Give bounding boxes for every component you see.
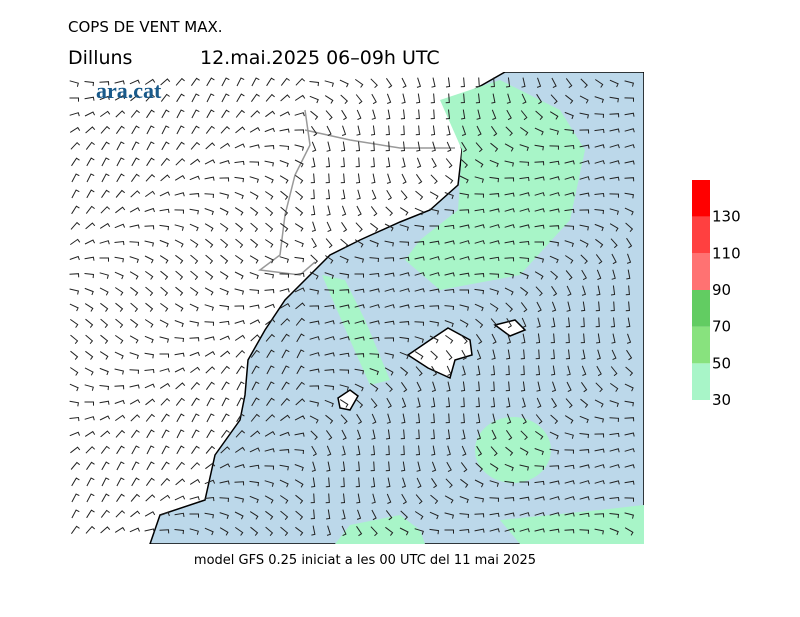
footer: model GFS 0.25 iniciat a les 00 UTC del … [194, 553, 536, 568]
barb-field [69, 77, 635, 537]
wind-barbs [69, 77, 635, 537]
island [337, 389, 359, 411]
map-title: COPS DE VENT MAX. [68, 18, 223, 36]
legend: 30 50 70 90 110 130 [692, 180, 741, 409]
wind-zone [405, 80, 585, 290]
legend-swatch [692, 290, 710, 327]
border [258, 109, 316, 276]
borders [258, 109, 455, 276]
legend-swatch [692, 216, 710, 254]
logo: ara.cat [96, 78, 162, 103]
legend-swatch [692, 363, 710, 400]
legend-swatch [692, 326, 710, 364]
legend-label: 110 [712, 244, 741, 262]
day-label: Dilluns [68, 47, 132, 69]
legend-swatch [692, 180, 710, 217]
border [304, 129, 455, 149]
wind-zone [500, 505, 644, 544]
legend-label: 30 [712, 391, 731, 409]
legend-label: 50 [712, 354, 731, 372]
legend-swatch [692, 253, 710, 290]
legend-label: 70 [712, 318, 731, 336]
legend-label: 130 [712, 208, 741, 226]
map-area [68, 72, 644, 544]
wind-zone [322, 275, 390, 385]
period-label: 12.mai.2025 06–09h UTC [200, 47, 440, 69]
wind-zone [335, 515, 425, 544]
legend-label: 90 [712, 281, 731, 299]
